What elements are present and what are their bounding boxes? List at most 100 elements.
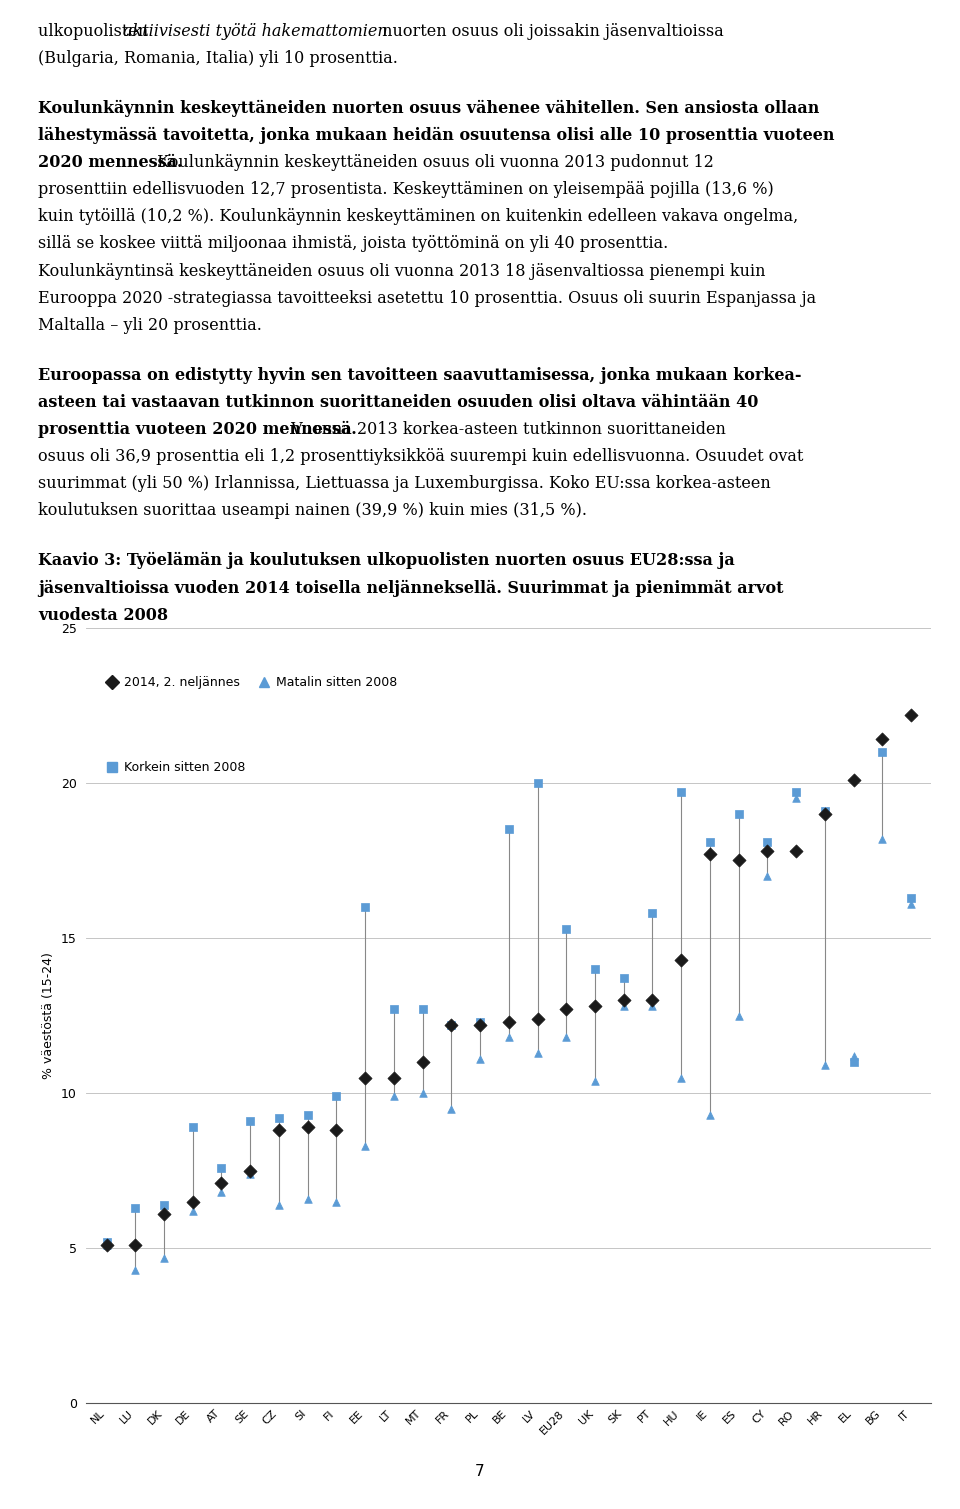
Point <box>559 916 574 940</box>
Text: koulutuksen suorittaa useampi nainen (39,9 %) kuin mies (31,5 %).: koulutuksen suorittaa useampi nainen (39… <box>38 502 588 519</box>
Point <box>156 1192 172 1216</box>
Point <box>99 1233 114 1257</box>
Point <box>386 1083 401 1108</box>
Text: (Bulgaria, Romania, Italia) yli 10 prosenttia.: (Bulgaria, Romania, Italia) yli 10 prose… <box>38 50 398 66</box>
Point <box>530 1041 545 1065</box>
Point <box>386 997 401 1022</box>
Text: Matalin sitten 2008: Matalin sitten 2008 <box>276 676 397 688</box>
Text: ulkopuolisten: ulkopuolisten <box>38 23 154 39</box>
Point <box>128 1259 143 1283</box>
Point <box>530 771 545 795</box>
Text: 2020 mennessä.: 2020 mennessä. <box>38 154 183 171</box>
Text: Maltalla – yli 20 prosenttia.: Maltalla – yli 20 prosenttia. <box>38 317 262 333</box>
Point <box>645 901 660 925</box>
Point <box>415 1080 430 1105</box>
Text: sillä se koskee viittä miljoonaa ihmistä, joista työttöminä on yli 40 prosenttia: sillä se koskee viittä miljoonaa ihmistä… <box>38 235 669 252</box>
Point <box>185 1189 201 1213</box>
Point <box>530 1007 545 1031</box>
Point <box>128 1195 143 1219</box>
Point <box>300 1103 315 1127</box>
Text: osuus oli 36,9 prosenttia eli 1,2 prosenttiyksikköä suurempi kuin edellisvuonna.: osuus oli 36,9 prosenttia eli 1,2 prosen… <box>38 448 804 465</box>
Point <box>703 1103 718 1127</box>
Point <box>99 1230 114 1254</box>
Point <box>645 988 660 1013</box>
Point <box>588 994 603 1019</box>
Point <box>846 768 861 792</box>
Text: 7: 7 <box>475 1464 485 1479</box>
Point <box>214 1180 229 1204</box>
Point <box>846 1044 861 1068</box>
Y-axis label: % väestöstä (15-24): % väestöstä (15-24) <box>42 952 56 1079</box>
Text: vuodesta 2008: vuodesta 2008 <box>38 607 169 623</box>
Point <box>875 827 890 851</box>
Point <box>616 988 632 1013</box>
Text: nuorten osuus oli joissakin jäsenvaltioissa: nuorten osuus oli joissakin jäsenvaltioi… <box>377 23 724 39</box>
Point <box>243 1159 258 1183</box>
Text: aktiivisesti työtä hakemattomien: aktiivisesti työtä hakemattomien <box>123 23 388 39</box>
Text: Koulunkäyntinsä keskeyttäneiden osuus oli vuonna 2013 18 jäsenvaltiossa pienempi: Koulunkäyntinsä keskeyttäneiden osuus ol… <box>38 263 766 279</box>
Point <box>875 739 890 764</box>
Point <box>300 1115 315 1139</box>
Point <box>272 1118 287 1142</box>
Point <box>272 1106 287 1130</box>
Point <box>243 1162 258 1186</box>
Point <box>788 780 804 804</box>
Point <box>357 1133 372 1157</box>
Point <box>501 1025 516 1049</box>
Point <box>645 994 660 1019</box>
Text: Koulunkäynnin keskeyttäneiden nuorten osuus vähenee vähitellen. Sen ansiosta oll: Koulunkäynnin keskeyttäneiden nuorten os… <box>38 100 820 116</box>
Point <box>415 997 430 1022</box>
Point <box>185 1200 201 1224</box>
Point <box>759 830 775 854</box>
Point <box>328 1083 344 1108</box>
Point <box>328 1189 344 1213</box>
Text: jäsenvaltioissa vuoden 2014 toisella neljänneksellä. Suurimmat ja pienimmät arvo: jäsenvaltioissa vuoden 2014 toisella nel… <box>38 579 784 596</box>
Point <box>415 1050 430 1074</box>
Text: asteen tai vastaavan tutkinnon suorittaneiden osuuden olisi oltava vähintään 40: asteen tai vastaavan tutkinnon suorittan… <box>38 394 758 410</box>
Text: Koulunkäynnin keskeyttäneiden osuus oli vuonna 2013 pudonnut 12: Koulunkäynnin keskeyttäneiden osuus oli … <box>152 154 713 171</box>
Text: Vuonna 2013 korkea-asteen tutkinnon suorittaneiden: Vuonna 2013 korkea-asteen tutkinnon suor… <box>286 421 726 438</box>
Point <box>588 1068 603 1093</box>
Point <box>243 1109 258 1133</box>
Point <box>616 994 632 1019</box>
Point <box>559 1025 574 1049</box>
Text: Korkein sitten 2008: Korkein sitten 2008 <box>125 761 246 774</box>
Point <box>875 727 890 751</box>
Point <box>501 1010 516 1034</box>
Point <box>703 830 718 854</box>
Point <box>501 818 516 842</box>
Point <box>185 1115 201 1139</box>
Point <box>472 1013 488 1037</box>
Point <box>731 1003 746 1028</box>
Text: Eurooppa 2020 -strategiassa tavoitteeksi asetettu 10 prosenttia. Osuus oli suuri: Eurooppa 2020 -strategiassa tavoitteeksi… <box>38 290 817 306</box>
Point <box>846 1050 861 1074</box>
Point <box>444 1013 459 1037</box>
Point <box>357 895 372 919</box>
Point <box>588 957 603 981</box>
Point <box>616 966 632 990</box>
Point <box>472 1047 488 1071</box>
Point <box>817 798 832 822</box>
Point <box>903 703 919 727</box>
Point <box>731 848 746 872</box>
Point <box>817 1053 832 1077</box>
Point <box>300 1186 315 1210</box>
Text: Euroopassa on edistytty hyvin sen tavoitteen saavuttamisessa, jonka mukaan korke: Euroopassa on edistytty hyvin sen tavoit… <box>38 367 802 383</box>
Point <box>99 1233 114 1257</box>
Point <box>272 1192 287 1216</box>
Point <box>674 780 689 804</box>
Point <box>156 1203 172 1227</box>
Point <box>444 1097 459 1121</box>
Point <box>674 948 689 972</box>
Point <box>788 839 804 863</box>
Point <box>788 786 804 810</box>
Point <box>903 892 919 916</box>
Point <box>759 839 775 863</box>
Point <box>817 801 832 825</box>
Point <box>357 1065 372 1089</box>
Point <box>903 886 919 910</box>
Point <box>328 1118 344 1142</box>
Text: lähestymässä tavoitetta, jonka mukaan heidän osuutensa olisi alle 10 prosenttia : lähestymässä tavoitetta, jonka mukaan he… <box>38 127 835 143</box>
Text: kuin tytöillä (10,2 %). Koulunkäynnin keskeyttäminen on kuitenkin edelleen vakav: kuin tytöillä (10,2 %). Koulunkäynnin ke… <box>38 208 799 225</box>
Point <box>444 1013 459 1037</box>
